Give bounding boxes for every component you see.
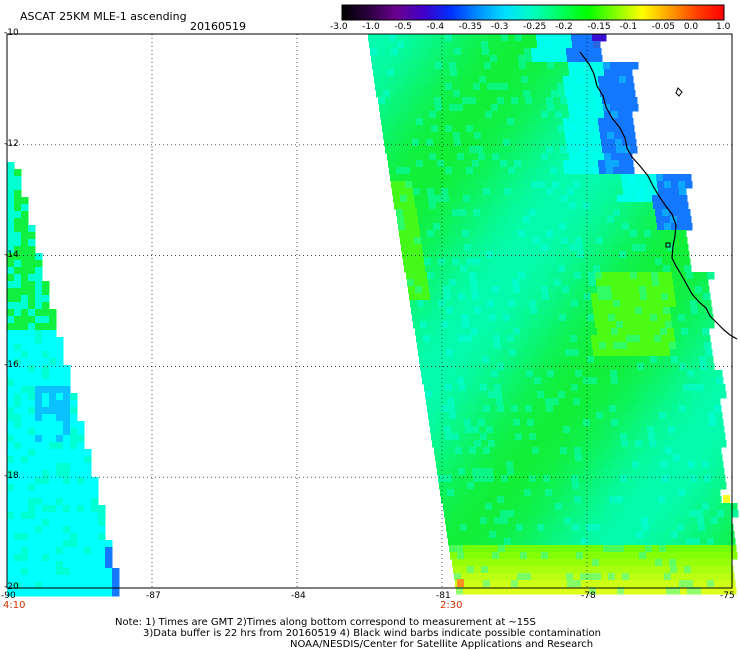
latitude-label: -12 xyxy=(4,138,19,149)
latitude-label: -10 xyxy=(4,28,19,38)
ascat-swath-east xyxy=(368,34,739,595)
longitude-label: -84 xyxy=(291,591,306,601)
latitude-label: -20 xyxy=(4,582,19,592)
colorbar-tick-label: -0.3 xyxy=(490,22,509,32)
colorbar-tick-label: -0.35 xyxy=(458,22,482,32)
colorbar-tick-label: -0.05 xyxy=(651,22,675,32)
lat-lon-gridlines xyxy=(7,34,732,588)
footer-note-line-3: NOAA/NESDIS/Center for Satellite Applica… xyxy=(290,639,594,650)
footer-note-line-1: Note: 1) Times are GMT 2)Times along bot… xyxy=(115,617,536,628)
longitude-label: -78 xyxy=(581,591,596,601)
latitude-label: -16 xyxy=(4,360,19,371)
map-frame xyxy=(6,33,733,589)
island-outline xyxy=(675,87,683,97)
colorbar-tick-label: 1.0 xyxy=(716,22,731,32)
swath-time-east: 2:30 xyxy=(440,600,463,611)
longitude-label: -90 xyxy=(1,591,16,601)
lake-outline xyxy=(665,242,671,248)
latitude-label: -14 xyxy=(4,249,19,260)
coastline-peru xyxy=(579,51,738,340)
colorbar xyxy=(341,4,725,21)
colorbar-tick-label: -0.4 xyxy=(426,22,445,32)
longitude-label: -87 xyxy=(146,591,161,601)
colorbar-tick-label: -0.15 xyxy=(587,22,611,32)
product-title: ASCAT 25KM MLE-1 ascending xyxy=(20,10,187,23)
colorbar-tick-label: -1.0 xyxy=(362,22,380,32)
footer-note-line-2: 3)Data buffer is 22 hrs from 20160519 4)… xyxy=(143,628,601,639)
colorbar-tick-label: -0.5 xyxy=(394,22,412,32)
latitude-label: -18 xyxy=(4,471,19,482)
colorbar-tick-label: -0.1 xyxy=(619,22,638,32)
longitude-label: -81 xyxy=(436,591,451,601)
colorbar-tick-label: -0.2 xyxy=(555,22,573,32)
product-date: 20160519 xyxy=(190,20,246,33)
colorbar-tick-label: -3.0 xyxy=(330,22,348,32)
colorbar-tick-label: 0.0 xyxy=(683,22,699,32)
ascat-swath-west xyxy=(7,162,120,597)
colorbar-tick-label: -0.25 xyxy=(523,22,547,32)
longitude-label: -75 xyxy=(720,591,735,601)
swath-time-west: 4:10 xyxy=(3,600,26,611)
